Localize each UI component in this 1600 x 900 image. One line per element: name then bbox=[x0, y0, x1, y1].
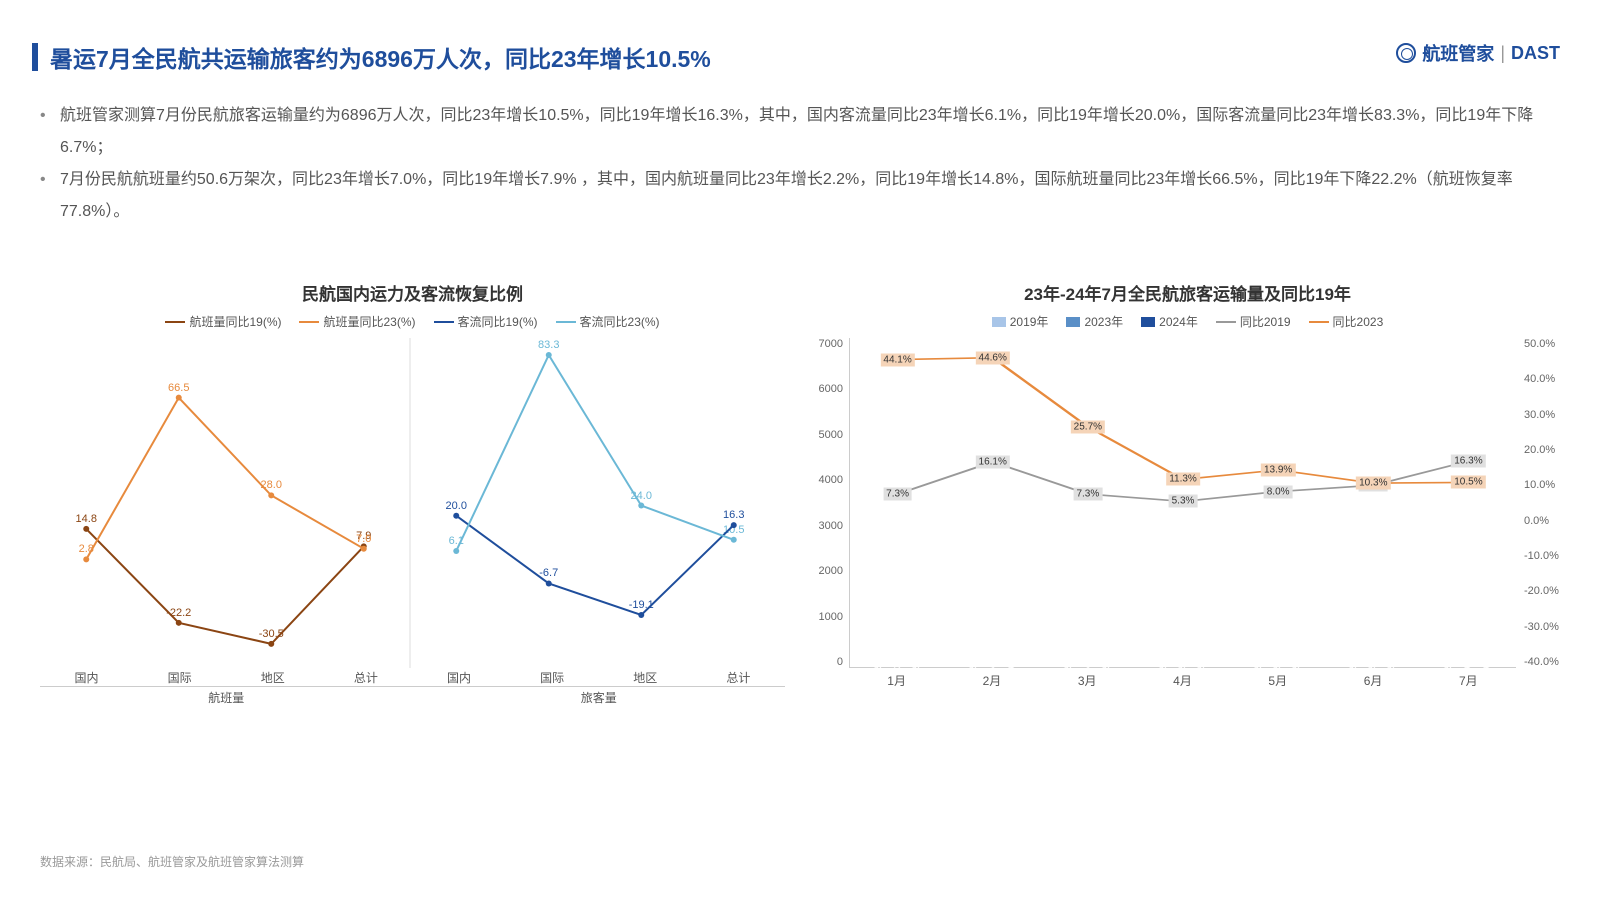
line-value-label: 44.1% bbox=[880, 353, 914, 366]
line-value-label: 16.1% bbox=[976, 455, 1010, 468]
line-value-label: 8.0% bbox=[1264, 485, 1293, 498]
left-chart-plot: 14.8-22.2-30.57.92.866.528.07.020.0-6.7-… bbox=[40, 338, 785, 668]
legend-item: 客流同比23(%) bbox=[556, 313, 660, 330]
line-value-label: 5.3% bbox=[1169, 495, 1198, 508]
right-chart-legend: 2019年 2023年 2024年 同比2019 同比2023 bbox=[815, 313, 1560, 330]
legend-item: 航班量同比19(%) bbox=[165, 313, 281, 330]
legend-item: 同比2023 bbox=[1309, 313, 1384, 330]
right-chart-plot: 70006000500040003000200010000 50.0%40.0%… bbox=[815, 338, 1560, 688]
legend-item: 2023年 bbox=[1066, 313, 1123, 330]
globe-icon bbox=[1396, 43, 1416, 63]
line-value-label: 25.7% bbox=[1071, 420, 1105, 433]
x-axis-months: 1月2月3月4月5月6月7月 bbox=[849, 668, 1516, 688]
left-chart: 民航国内运力及客流恢复比例 航班量同比19(%) 航班量同比23(%) 客流同比19… bbox=[40, 280, 785, 830]
line-value-label: 44.6% bbox=[976, 351, 1010, 364]
left-chart-title: 民航国内运力及客流恢复比例 bbox=[40, 280, 785, 305]
title-bar: 暑运7月全民航共运输旅客约为6896万人次，同比23年增长10.5% bbox=[32, 40, 711, 74]
line-value-label: 10.3% bbox=[1356, 477, 1390, 490]
line-value-label: 10.5% bbox=[1451, 476, 1485, 489]
y-axis-right: 50.0%40.0%30.0%20.0%10.0%0.0%-10.0%-20.0… bbox=[1524, 338, 1574, 668]
page-title: 暑运7月全民航共运输旅客约为6896万人次，同比23年增长10.5% bbox=[50, 40, 711, 74]
legend-item: 2024年 bbox=[1141, 313, 1198, 330]
line-value-label: 7.3% bbox=[883, 488, 912, 501]
line-value-label: 16.3% bbox=[1451, 455, 1485, 468]
legend-item: 2019年 bbox=[992, 313, 1049, 330]
left-chart-legend: 航班量同比19(%) 航班量同比23(%) 客流同比19(%) 客流同比23(%) bbox=[40, 313, 785, 330]
data-source: 数据来源：民航局、航班管家及航班管家算法测算 bbox=[40, 853, 304, 870]
title-accent bbox=[32, 43, 38, 71]
right-chart-title: 23年-24年7月全民航旅客运输量及同比19年 bbox=[815, 280, 1560, 305]
bullet-list: 航班管家测算7月份民航旅客运输量约为6896万人次，同比23年增长10.5%，同… bbox=[40, 100, 1560, 228]
bullet-item: 航班管家测算7月份民航旅客运输量约为6896万人次，同比23年增长10.5%，同… bbox=[40, 100, 1560, 164]
brand-name: 航班管家 bbox=[1422, 40, 1494, 66]
bullet-item: 7月份民航航班量约50.6万架次，同比23年增长7.0%，同比19年增长7.9%… bbox=[40, 164, 1560, 228]
legend-item: 客流同比19(%) bbox=[434, 313, 538, 330]
charts-container: 民航国内运力及客流恢复比例 航班量同比19(%) 航班量同比23(%) 客流同比19… bbox=[40, 280, 1560, 830]
line-value-label: 13.9% bbox=[1261, 463, 1295, 476]
legend-item: 同比2019 bbox=[1216, 313, 1291, 330]
brand-suffix: DAST bbox=[1511, 43, 1560, 64]
x-categories: 国内国际地区总计国内国际地区总计 bbox=[40, 669, 785, 686]
brand-separator: | bbox=[1500, 43, 1505, 64]
x-groups: 航班量旅客量 bbox=[40, 686, 785, 706]
legend-item: 航班量同比23(%) bbox=[299, 313, 415, 330]
line-value-label: 11.3% bbox=[1166, 473, 1200, 486]
right-chart: 23年-24年7月全民航旅客运输量及同比19年 2019年 2023年 2024年 同… bbox=[815, 280, 1560, 830]
bars-area: 5341397857325383432062485350457057435312… bbox=[849, 338, 1516, 668]
brand-logo: 航班管家 | DAST bbox=[1396, 40, 1560, 66]
y-axis-left: 70006000500040003000200010000 bbox=[809, 338, 843, 668]
line-value-label: 7.3% bbox=[1073, 488, 1102, 501]
